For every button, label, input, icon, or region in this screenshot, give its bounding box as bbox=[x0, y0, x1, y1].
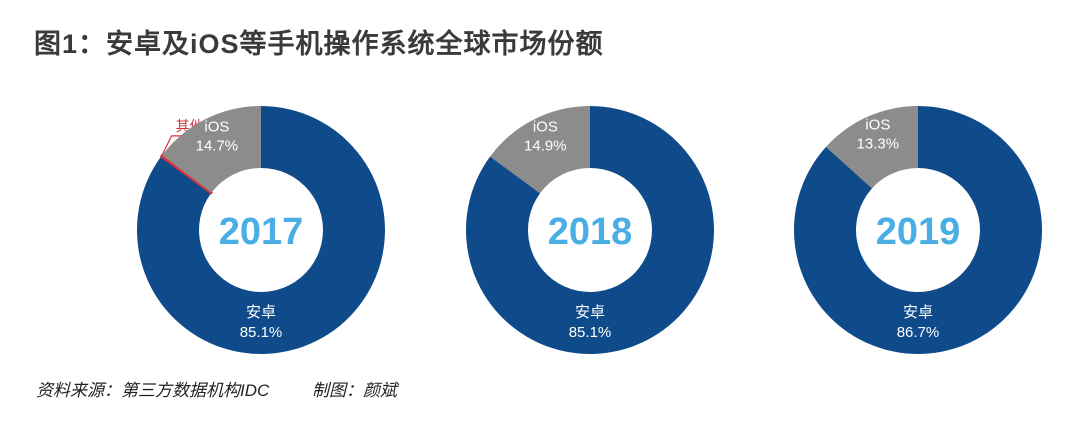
year-label: 2017 bbox=[219, 211, 304, 253]
source-note: 资料来源：第三方数据机构IDC bbox=[36, 381, 270, 400]
ios-label: iOS bbox=[865, 117, 890, 134]
donut-chart-2018: 安卓 85.1% iOS 14.9% 2018 bbox=[465, 106, 714, 354]
android-label: 安卓 bbox=[903, 304, 933, 321]
ios-label: iOS bbox=[204, 118, 229, 135]
android-label: 安卓 bbox=[246, 304, 276, 321]
slice-android bbox=[794, 106, 1042, 354]
year-label: 2019 bbox=[876, 211, 961, 253]
slice-ios bbox=[826, 106, 918, 189]
year-label: 2018 bbox=[548, 211, 633, 253]
android-percent: 86.7% bbox=[897, 324, 940, 341]
ios-percent: 13.3% bbox=[857, 136, 900, 153]
ios-percent: 14.9% bbox=[524, 138, 567, 155]
credit-note: 制图：颜斌 bbox=[312, 381, 398, 400]
android-percent: 85.1% bbox=[240, 324, 283, 341]
donut-chart-2019: 安卓 86.7% iOS 13.3% 2019 bbox=[794, 106, 1042, 354]
slice-android bbox=[465, 106, 714, 354]
android-percent: 85.1% bbox=[569, 324, 612, 341]
slice-ios bbox=[490, 106, 590, 194]
slice-ios bbox=[162, 106, 261, 193]
android-label: 安卓 bbox=[575, 304, 605, 321]
chart-title: 图1：安卓及iOS等手机操作系统全球市场份额 bbox=[34, 29, 604, 59]
ios-percent: 14.7% bbox=[196, 137, 239, 154]
footer: 资料来源：第三方数据机构IDC 制图：颜斌 bbox=[36, 376, 397, 401]
slice-android bbox=[136, 106, 385, 354]
ios-label: iOS bbox=[533, 119, 558, 136]
